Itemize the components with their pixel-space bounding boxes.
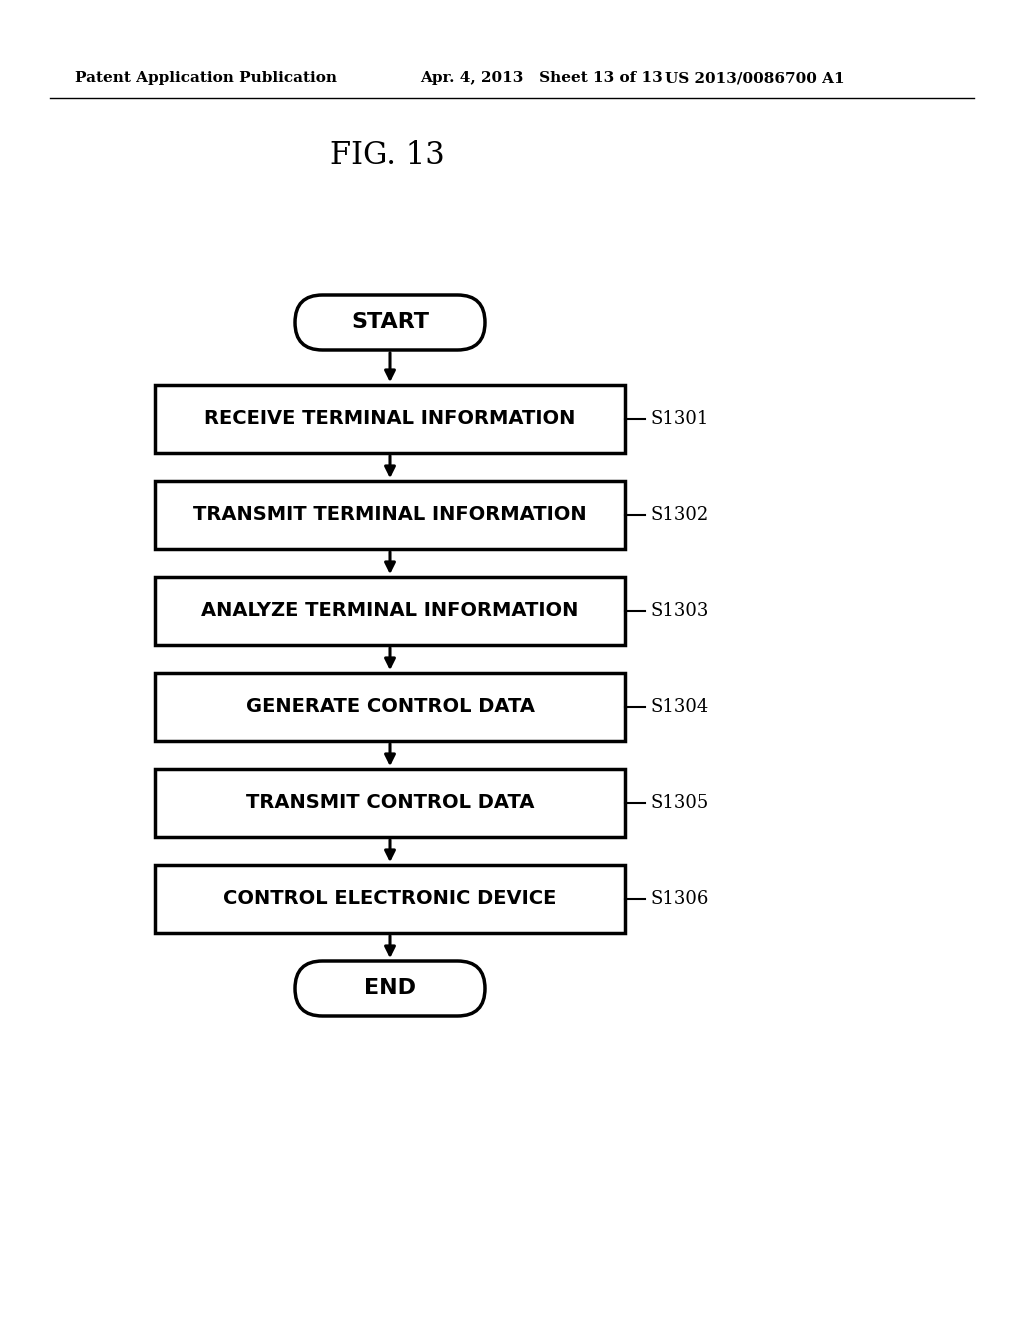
Text: S1303: S1303	[651, 602, 710, 620]
Text: Patent Application Publication: Patent Application Publication	[75, 71, 337, 84]
Text: TRANSMIT CONTROL DATA: TRANSMIT CONTROL DATA	[246, 793, 535, 813]
FancyBboxPatch shape	[155, 673, 625, 741]
Text: S1304: S1304	[651, 698, 710, 715]
FancyBboxPatch shape	[155, 770, 625, 837]
Text: RECEIVE TERMINAL INFORMATION: RECEIVE TERMINAL INFORMATION	[205, 409, 575, 429]
Text: US 2013/0086700 A1: US 2013/0086700 A1	[665, 71, 845, 84]
Text: S1305: S1305	[651, 795, 710, 812]
FancyBboxPatch shape	[295, 294, 485, 350]
Text: END: END	[364, 978, 416, 998]
Text: S1306: S1306	[651, 890, 710, 908]
Text: TRANSMIT TERMINAL INFORMATION: TRANSMIT TERMINAL INFORMATION	[194, 506, 587, 524]
FancyBboxPatch shape	[155, 865, 625, 933]
FancyBboxPatch shape	[155, 480, 625, 549]
Text: FIG. 13: FIG. 13	[330, 140, 444, 170]
Text: Apr. 4, 2013   Sheet 13 of 13: Apr. 4, 2013 Sheet 13 of 13	[420, 71, 663, 84]
Text: ANALYZE TERMINAL INFORMATION: ANALYZE TERMINAL INFORMATION	[202, 602, 579, 620]
Text: S1301: S1301	[651, 411, 710, 428]
Text: START: START	[351, 313, 429, 333]
Text: CONTROL ELECTRONIC DEVICE: CONTROL ELECTRONIC DEVICE	[223, 890, 557, 908]
FancyBboxPatch shape	[155, 577, 625, 645]
Text: GENERATE CONTROL DATA: GENERATE CONTROL DATA	[246, 697, 535, 717]
Text: S1302: S1302	[651, 506, 710, 524]
FancyBboxPatch shape	[295, 961, 485, 1016]
FancyBboxPatch shape	[155, 385, 625, 453]
